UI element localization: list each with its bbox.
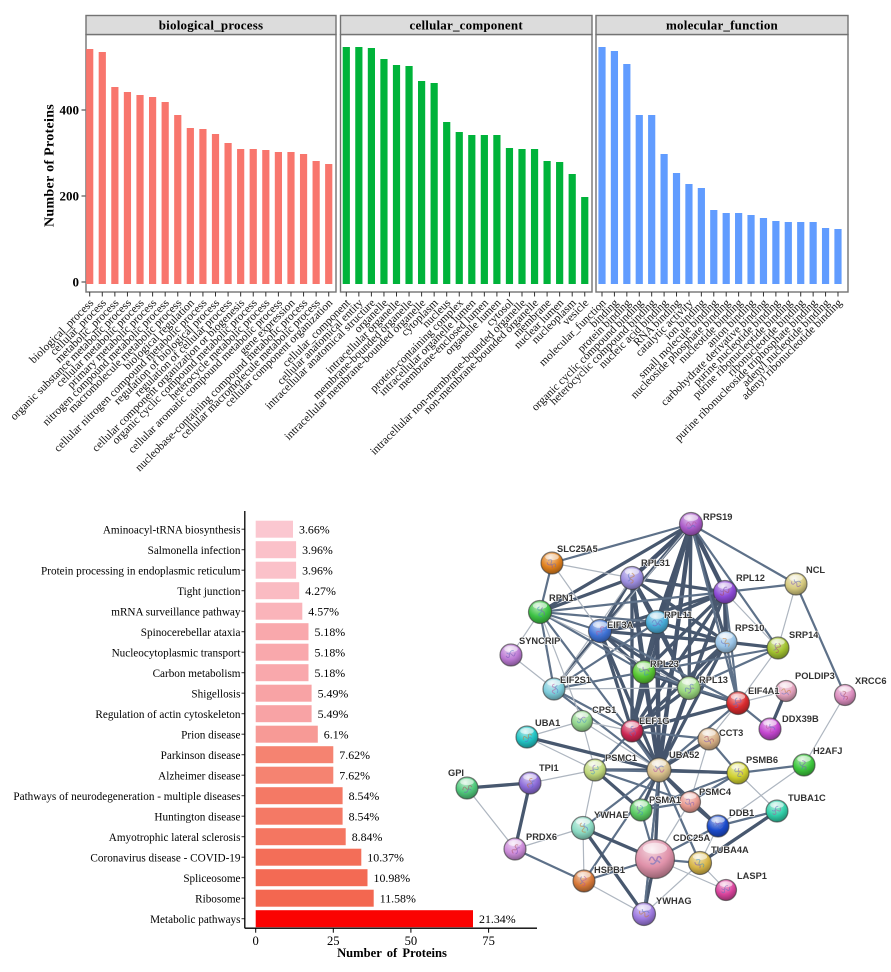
svg-text:Spliceosome: Spliceosome: [183, 873, 240, 885]
svg-text:50: 50: [405, 934, 418, 948]
svg-text:biological_process: biological_process: [159, 17, 263, 32]
svg-text:10.37%: 10.37%: [367, 850, 404, 864]
svg-text:UBA52: UBA52: [669, 750, 699, 760]
svg-text:HSPB1: HSPB1: [594, 865, 625, 875]
svg-text:EIF3A: EIF3A: [607, 620, 634, 630]
svg-text:PSMC1: PSMC1: [605, 753, 637, 763]
svg-text:TPI1: TPI1: [539, 763, 559, 773]
svg-text:8.54%: 8.54%: [349, 809, 380, 823]
svg-text:EIF4A1: EIF4A1: [748, 686, 780, 696]
svg-text:RPL31: RPL31: [641, 558, 670, 568]
svg-text:7.62%: 7.62%: [339, 768, 370, 782]
svg-text:H2AFJ: H2AFJ: [813, 746, 842, 756]
svg-text:Huntington disease: Huntington disease: [154, 811, 240, 823]
svg-text:6.1%: 6.1%: [324, 727, 349, 741]
svg-text:21.34%: 21.34%: [479, 912, 516, 926]
svg-text:Metabolic pathways: Metabolic pathways: [150, 914, 240, 926]
svg-text:Protein processing in endoplas: Protein processing in endoplasmic reticu…: [41, 565, 241, 577]
svg-text:PRDX6: PRDX6: [526, 832, 557, 842]
svg-text:Ribosome: Ribosome: [195, 893, 240, 905]
svg-text:CCT3: CCT3: [719, 728, 743, 738]
svg-text:GPI: GPI: [448, 768, 464, 778]
svg-text:Regulation of actin cytoskelet: Regulation of actin cytoskeleton: [95, 709, 240, 721]
svg-text:0: 0: [73, 275, 80, 290]
svg-text:Coronavirus disease - COVID-19: Coronavirus disease - COVID-19: [90, 852, 240, 864]
svg-text:RPL11: RPL11: [664, 610, 692, 620]
svg-text:0: 0: [253, 934, 259, 948]
svg-text:5.49%: 5.49%: [318, 707, 349, 721]
svg-text:Spinocerebellar ataxia: Spinocerebellar ataxia: [141, 627, 241, 639]
svg-text:Carbon metabolism: Carbon metabolism: [153, 668, 241, 680]
svg-text:Pathways of neurodegeneration: Pathways of neurodegeneration - multiple…: [13, 791, 240, 803]
svg-text:3.66%: 3.66%: [299, 522, 330, 536]
svg-text:Tight junction: Tight junction: [177, 586, 241, 598]
svg-text:3.96%: 3.96%: [302, 563, 333, 577]
svg-text:SRP14: SRP14: [789, 630, 819, 640]
svg-text:molecular_function: molecular_function: [666, 17, 778, 32]
svg-text:Shigellosis: Shigellosis: [191, 688, 240, 700]
svg-text:75: 75: [482, 934, 495, 948]
svg-text:RPL23: RPL23: [650, 659, 679, 669]
svg-text:10.98%: 10.98%: [374, 871, 411, 885]
svg-text:DDX39B: DDX39B: [782, 714, 819, 724]
svg-text:YWHAG: YWHAG: [656, 896, 692, 906]
svg-text:Alzheimer disease: Alzheimer disease: [158, 770, 240, 782]
svg-text:RPL13: RPL13: [699, 675, 728, 685]
svg-text:25: 25: [327, 934, 340, 948]
svg-text:PSMB6: PSMB6: [746, 755, 778, 765]
svg-text:UBA1: UBA1: [535, 718, 560, 728]
svg-text:RPN1: RPN1: [549, 593, 574, 603]
svg-text:mRNA surveillance pathway: mRNA surveillance pathway: [111, 606, 241, 618]
svg-text:RPL12: RPL12: [736, 573, 765, 583]
svg-text:EIF2S1: EIF2S1: [560, 675, 591, 685]
svg-text:5.49%: 5.49%: [318, 686, 349, 700]
svg-text:XRCC6: XRCC6: [855, 676, 887, 686]
svg-text:cellular_component: cellular_component: [410, 17, 524, 32]
svg-text:RPS10: RPS10: [735, 623, 764, 633]
svg-text:PSMA1: PSMA1: [649, 795, 681, 805]
svg-text:7.62%: 7.62%: [339, 748, 370, 762]
svg-text:400: 400: [60, 103, 80, 118]
svg-text:PSMC4: PSMC4: [699, 787, 732, 797]
svg-text:TUBA4A: TUBA4A: [711, 845, 749, 855]
svg-text:11.58%: 11.58%: [380, 891, 416, 905]
svg-text:Nucleocytoplasmic transport: Nucleocytoplasmic transport: [112, 647, 242, 659]
svg-text:NCL: NCL: [806, 565, 825, 575]
svg-text:5.18%: 5.18%: [315, 666, 346, 680]
svg-text:5.18%: 5.18%: [315, 645, 346, 659]
svg-text:RPS19: RPS19: [703, 512, 732, 522]
svg-text:8.54%: 8.54%: [349, 789, 380, 803]
svg-text:Aminoacyl-tRNA biosynthesis: Aminoacyl-tRNA biosynthesis: [103, 524, 241, 536]
svg-text:Number of Proteins: Number of Proteins: [337, 946, 447, 960]
svg-text:EEF1G: EEF1G: [639, 716, 669, 726]
svg-text:Parkinson disease: Parkinson disease: [161, 750, 241, 762]
svg-text:3.96%: 3.96%: [302, 543, 333, 557]
svg-text:POLDIP3: POLDIP3: [795, 671, 835, 681]
svg-text:200: 200: [60, 189, 80, 204]
svg-text:CPS1: CPS1: [592, 705, 616, 715]
svg-text:Number of Proteins: Number of Proteins: [43, 104, 58, 227]
svg-text:YWHAE: YWHAE: [594, 810, 629, 820]
svg-text:LASP1: LASP1: [737, 871, 767, 881]
svg-text:DDB1: DDB1: [729, 808, 754, 818]
svg-text:8.84%: 8.84%: [352, 830, 383, 844]
svg-text:SYNCRIP: SYNCRIP: [519, 636, 560, 646]
svg-text:4.27%: 4.27%: [305, 584, 336, 598]
svg-text:Prion disease: Prion disease: [181, 729, 240, 741]
svg-text:5.18%: 5.18%: [315, 625, 346, 639]
svg-text:SLC25A5: SLC25A5: [557, 544, 598, 554]
svg-text:4.57%: 4.57%: [308, 604, 339, 618]
svg-text:Amyotrophic lateral sclerosis: Amyotrophic lateral sclerosis: [109, 832, 241, 844]
svg-text:Salmonella infection: Salmonella infection: [148, 545, 241, 557]
svg-text:CDC25A: CDC25A: [673, 833, 710, 843]
svg-text:TUBA1C: TUBA1C: [788, 793, 826, 803]
